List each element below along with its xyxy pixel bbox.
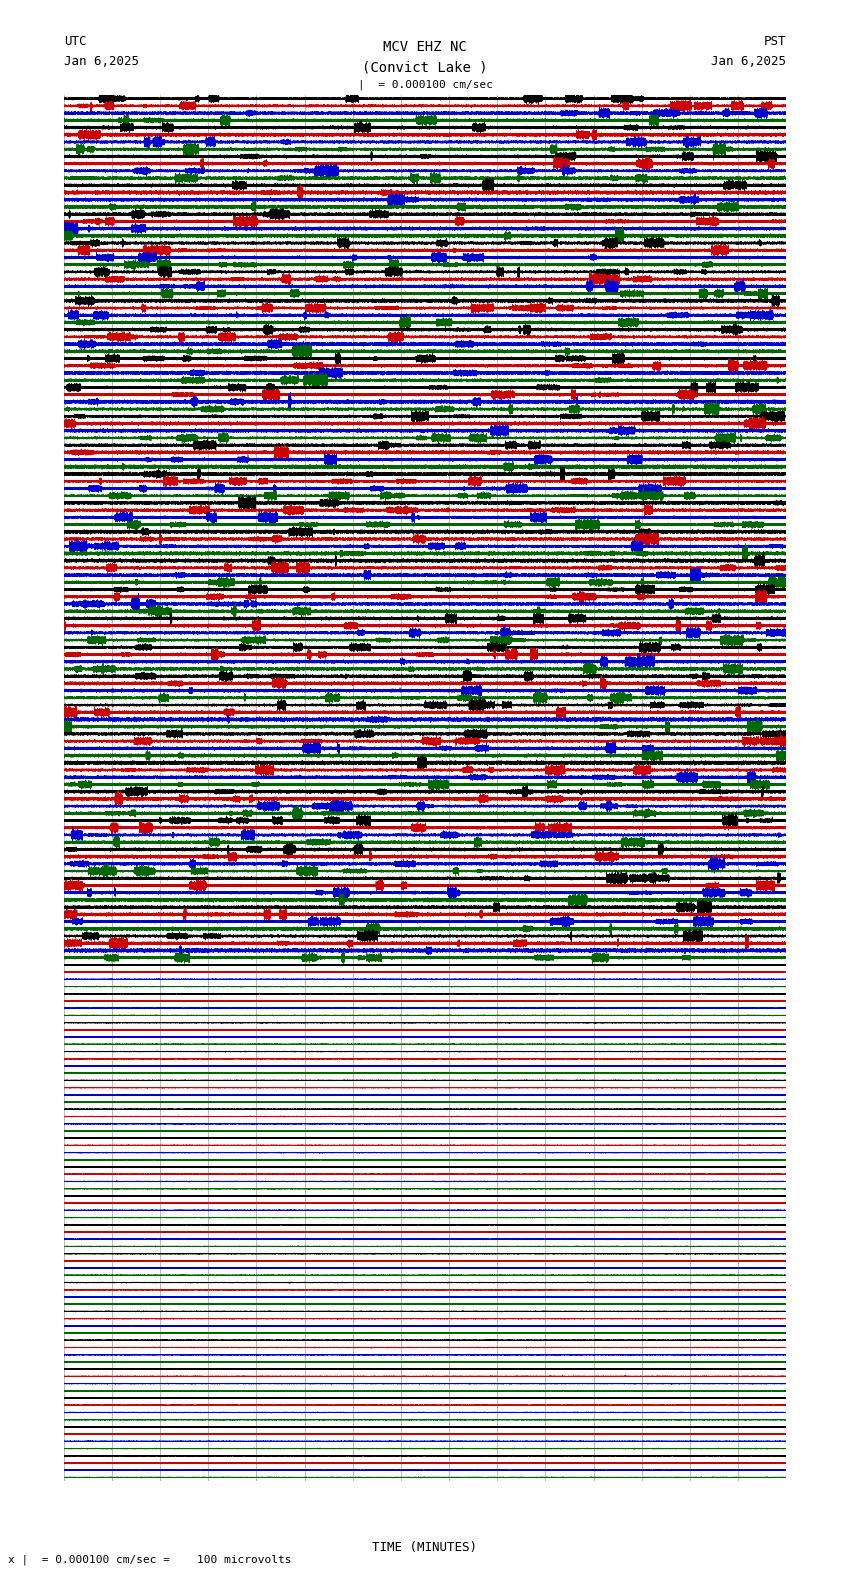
Text: PST: PST xyxy=(764,35,786,48)
Text: TIME (MINUTES): TIME (MINUTES) xyxy=(372,1541,478,1554)
Text: x |  = 0.000100 cm/sec =    100 microvolts: x | = 0.000100 cm/sec = 100 microvolts xyxy=(8,1554,292,1565)
Text: (Convict Lake ): (Convict Lake ) xyxy=(362,60,488,74)
Text: |  = 0.000100 cm/sec: | = 0.000100 cm/sec xyxy=(358,79,492,90)
Text: UTC: UTC xyxy=(64,35,86,48)
Text: Jan 6,2025: Jan 6,2025 xyxy=(64,55,139,68)
Text: MCV EHZ NC: MCV EHZ NC xyxy=(383,40,467,54)
Text: Jan 6,2025: Jan 6,2025 xyxy=(711,55,786,68)
